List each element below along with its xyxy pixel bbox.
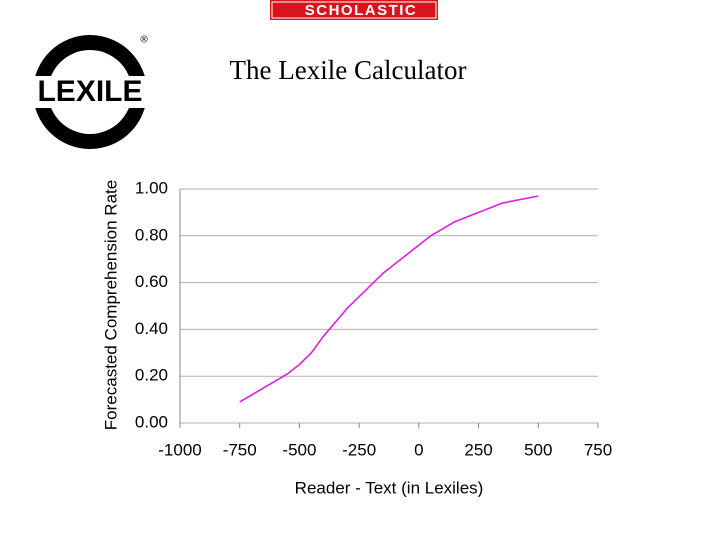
registered-mark: ® [140, 35, 148, 46]
y-tick-label: 0.20 [135, 366, 168, 385]
x-tick-label: 250 [464, 440, 492, 459]
y-tick-label: 1.00 [135, 178, 168, 197]
data-line [239, 195, 539, 403]
x-tick-label: -750 [223, 440, 257, 459]
y-tick-label: 0.00 [135, 412, 168, 431]
x-tick-label: -500 [282, 440, 316, 459]
x-tick-label: 0 [414, 440, 423, 459]
x-tick-label: 750 [584, 440, 612, 459]
publisher-name: SCHOLASTIC [305, 2, 418, 19]
publisher-logo-border [271, 1, 437, 19]
x-axis-title: Reader - Text (in Lexiles) [295, 478, 484, 497]
chart-title: The Lexile Calculator [230, 55, 467, 85]
brand-name: LEXILE [37, 75, 142, 108]
x-tick-label: -250 [342, 440, 376, 459]
x-tick-label: 500 [524, 440, 552, 459]
y-tick-label: 0.40 [135, 319, 168, 338]
x-tick-label: -1000 [158, 440, 201, 459]
y-axis-title: Forecasted Comprehension Rate [101, 180, 120, 430]
y-tick-label: 0.60 [135, 272, 168, 291]
brand-logo-band [28, 76, 152, 108]
y-tick-label: 0.80 [135, 225, 168, 244]
publisher-logo [270, 0, 438, 20]
